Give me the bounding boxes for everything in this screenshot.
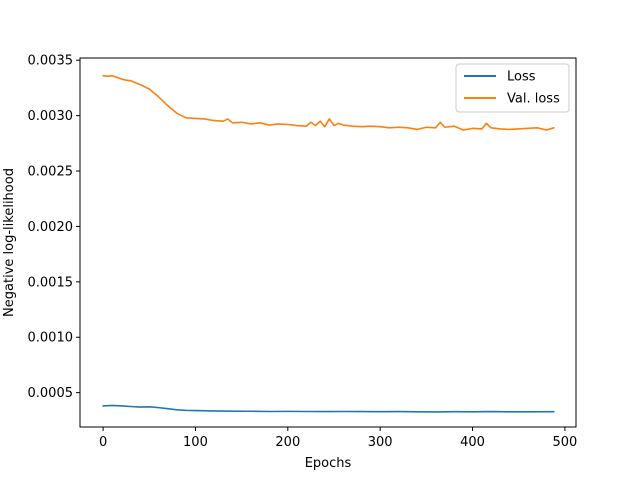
x-tick-label: 300 <box>368 435 393 450</box>
x-tick-label: 200 <box>275 435 300 450</box>
x-axis: 0 100 200 300 400 500 <box>99 427 577 450</box>
series-line-loss <box>102 404 555 413</box>
y-tick-label: 0.0025 <box>28 165 74 180</box>
x-tick-label: 400 <box>460 435 485 450</box>
x-tick-label: 100 <box>183 435 208 450</box>
y-tick-label: 0.0020 <box>28 220 74 235</box>
x-tick-label: 500 <box>553 435 578 450</box>
y-axis: 0.0005 0.0010 0.0015 0.0020 0.0025 0.0030 0.00… <box>28 54 80 401</box>
series-group <box>102 74 555 413</box>
plot-frame <box>79 57 577 428</box>
series-line-val-loss <box>102 74 555 131</box>
x-tick-label: 0 <box>99 435 107 450</box>
legend-label-loss: Loss <box>507 70 536 85</box>
y-tick-label: 0.0030 <box>28 109 74 124</box>
legend-label-val-loss: Val. loss <box>507 92 560 107</box>
plot-area <box>79 57 577 428</box>
y-axis-label: Negative log-likelihood <box>2 168 17 317</box>
y-tick-label: 0.0010 <box>28 331 74 346</box>
y-tick-label: 0.0015 <box>28 275 74 290</box>
y-tick-label: 0.0005 <box>28 386 74 401</box>
y-tick-label: 0.0035 <box>28 54 74 69</box>
x-axis-label: Epochs <box>305 456 352 471</box>
legend: Loss Val. loss <box>455 63 570 113</box>
